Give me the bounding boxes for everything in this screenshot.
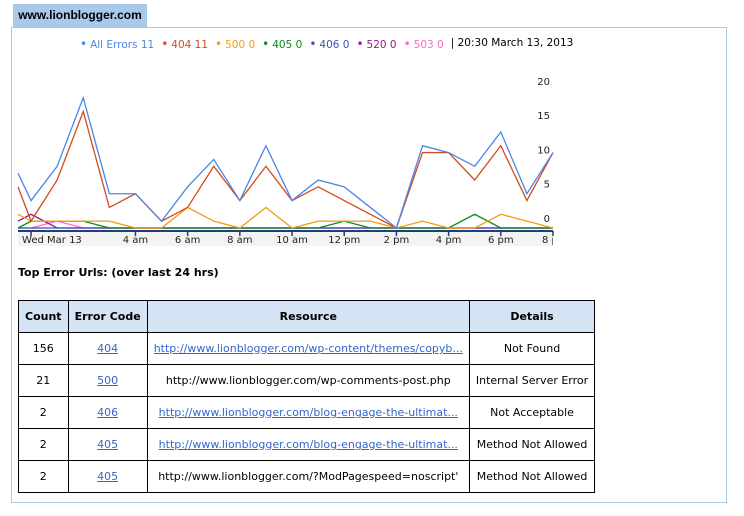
resource-text: http://www.lionblogger.com/?ModPagespeed… <box>158 470 459 483</box>
legend-label: 406 0 <box>319 39 350 51</box>
x-tick-label: 8 am <box>227 235 252 246</box>
x-tick-label: 4 am <box>123 235 148 246</box>
legend-label: 404 11 <box>171 39 209 51</box>
x-axis-band <box>18 230 553 246</box>
separator: | <box>450 37 458 49</box>
code-cell: 405 <box>67 460 148 493</box>
table-row: 2 405 http://www.lionblogger.com/blog-enga… <box>18 428 596 461</box>
legend-dot: • <box>215 37 223 51</box>
x-tick-label: 6 pm <box>488 235 514 246</box>
x-tick-label: 4 pm <box>436 235 462 246</box>
y-tick-label: 10 <box>537 145 550 156</box>
details-cell: Not Acceptable <box>468 396 596 429</box>
timestamp-text: 20:30 March 13, 2013 <box>457 37 574 49</box>
legend-item[interactable]: • 406 0 <box>309 37 349 51</box>
panel <box>11 27 727 503</box>
section-title: Top Error Urls: (over last 24 hrs) <box>18 266 219 279</box>
count-cell: 21 <box>18 364 69 397</box>
legend-dot: • <box>356 37 364 51</box>
legend-item[interactable]: • 503 0 <box>404 37 444 51</box>
code-cell: 405 <box>67 428 148 461</box>
legend-dot: • <box>262 37 270 51</box>
x-tick-label: Wed Mar 13 <box>22 235 82 246</box>
x-tick-label: 10 am <box>276 235 308 246</box>
code-link[interactable]: 500 <box>97 374 119 387</box>
series-line <box>17 95 554 230</box>
resource-cell: http://www.lionblogger.com/blog-engage-t… <box>146 396 470 429</box>
column-header: Resource <box>146 300 470 333</box>
details-cell: Internal Server Error <box>468 364 596 397</box>
count-cell: 2 <box>18 460 69 493</box>
x-tick-label: 12 pm <box>328 235 360 246</box>
resource-cell: http://www.lionblogger.com/blog-engage-t… <box>146 428 470 461</box>
details-cell: Method Not Allowed <box>468 428 596 461</box>
x-tick-label: 8 p <box>542 235 558 246</box>
timestamp: | 20:30 March 13, 2013 <box>451 37 574 51</box>
legend-label: All Errors 11 <box>90 39 155 51</box>
legend-label: 520 0 <box>366 39 397 51</box>
table-row: 2 406 http://www.lionblogger.com/blog-enga… <box>18 396 596 429</box>
count-cell: 2 <box>18 428 69 461</box>
count-cell: 156 <box>18 332 69 365</box>
y-tick-label: 0 <box>544 214 550 225</box>
code-cell: 500 <box>67 364 148 397</box>
legend-item[interactable]: • All Errors 11 <box>80 37 154 51</box>
details-cell: Not Found <box>468 332 596 365</box>
code-cell: 404 <box>67 332 148 365</box>
y-tick-label: 15 <box>537 111 550 122</box>
site-tab[interactable]: www.lionblogger.com <box>13 4 147 27</box>
header-row: Count Error Code Resource Details <box>18 300 596 333</box>
legend-item[interactable]: • 404 11 <box>161 37 208 51</box>
error-table: Count Error Code Resource Details 156 404 htt… <box>18 300 596 493</box>
code-cell: 406 <box>67 396 148 429</box>
code-link[interactable]: 404 <box>97 342 119 355</box>
table-row: 2 405 http://www.lionblogger.com/?ModPages… <box>18 460 596 493</box>
legend-label: 500 0 <box>225 39 256 51</box>
legend-dot: • <box>309 37 317 51</box>
legend-item[interactable]: • 405 0 <box>262 37 302 51</box>
legend-item[interactable]: • 520 0 <box>356 37 396 51</box>
x-tick-label: 2 pm <box>384 235 410 246</box>
legend-dot: • <box>403 37 411 51</box>
series-line <box>17 109 554 229</box>
resource-link[interactable]: http://www.lionblogger.com/blog-engage-t… <box>158 438 458 451</box>
legend-item[interactable]: • 500 0 <box>215 37 255 51</box>
x-tick-label: 6 am <box>175 235 200 246</box>
legend-label: 503 0 <box>413 39 444 51</box>
code-link[interactable]: 405 <box>97 470 119 483</box>
series-line <box>17 213 553 229</box>
y-tick-label: 20 <box>537 77 550 88</box>
code-link[interactable]: 406 <box>97 406 119 419</box>
table-row: 156 404 http://www.lionblogger.com/wp-cont… <box>18 332 596 365</box>
resource-text: http://www.lionblogger.com/wp-comments-p… <box>165 374 451 387</box>
count-cell: 2 <box>18 396 69 429</box>
legend-dot: • <box>80 37 88 51</box>
resource-cell: http://www.lionblogger.com/wp-content/th… <box>146 332 470 365</box>
resource-link[interactable]: http://www.lionblogger.com/wp-content/th… <box>153 342 463 355</box>
y-tick-label: 5 <box>544 180 550 191</box>
column-header: Error Code <box>67 300 148 333</box>
table-row: 21 500 http://www.lionblogger.com/wp-comme… <box>18 364 596 397</box>
series-line <box>17 206 554 229</box>
resource-link[interactable]: http://www.lionblogger.com/blog-engage-t… <box>158 406 458 419</box>
resource-cell: http://www.lionblogger.com/wp-comments-p… <box>146 364 470 397</box>
legend: • All Errors 11 • 404 11 • 500 0 • 405 0 • 406 0 •… <box>80 37 573 51</box>
plot-area <box>18 58 553 246</box>
column-header: Details <box>468 300 596 333</box>
legend-dot: • <box>161 37 169 51</box>
legend-label: 405 0 <box>272 39 303 51</box>
details-cell: Method Not Allowed <box>468 460 596 493</box>
code-link[interactable]: 405 <box>97 438 119 451</box>
resource-cell: http://www.lionblogger.com/?ModPagespeed… <box>146 460 470 493</box>
column-header: Count <box>18 300 69 333</box>
chart: 0 5 10 15 20 Wed Mar 13 4 am 6 am 8 am 10 am 12 pm… <box>17 58 558 246</box>
